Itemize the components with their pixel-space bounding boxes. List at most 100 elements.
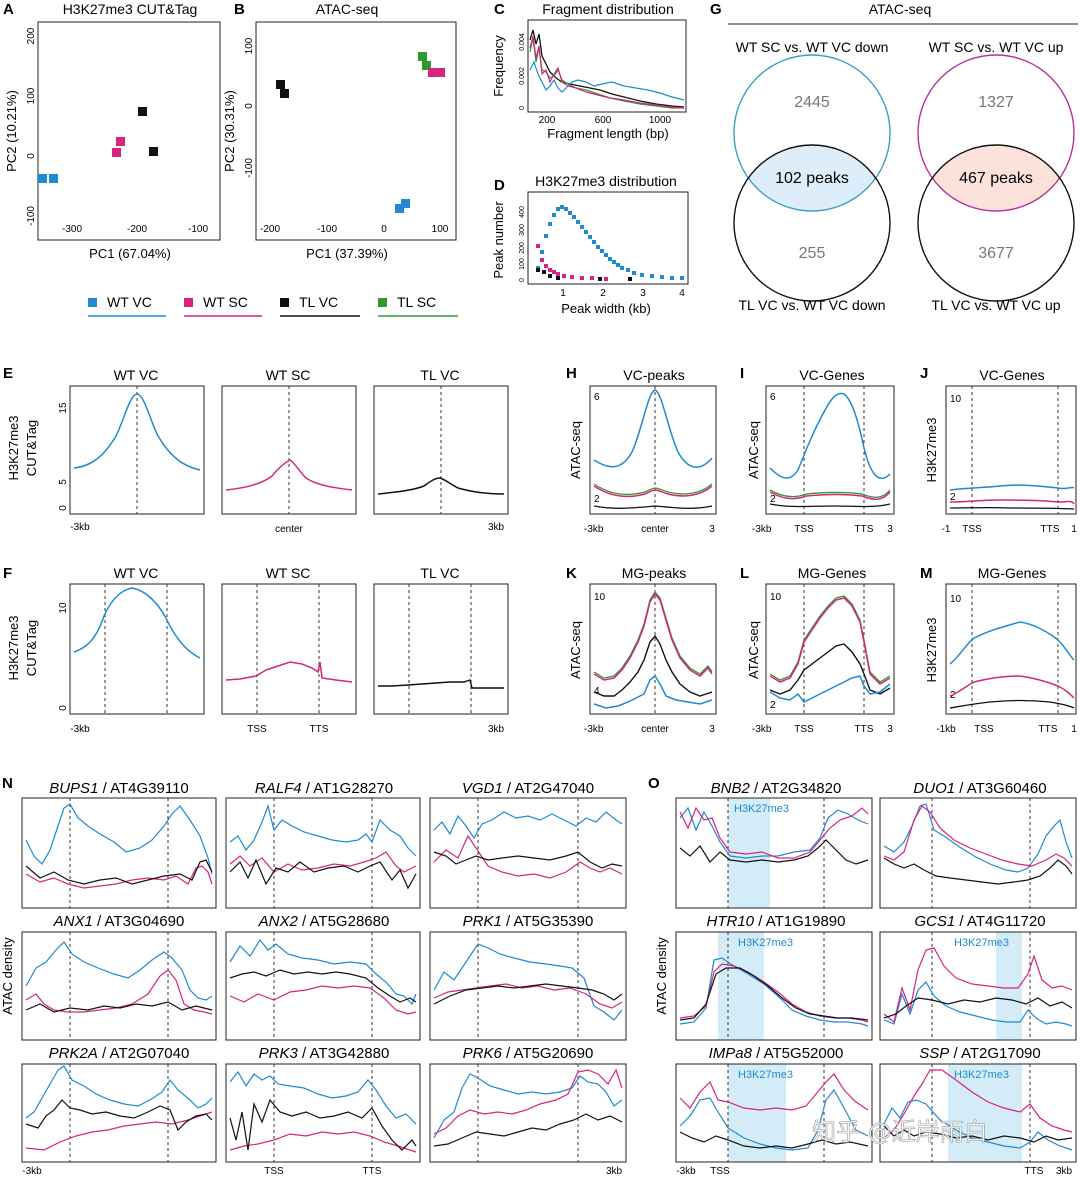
x-tick: -200 [260, 224, 280, 235]
x-tick: center [641, 724, 669, 735]
shade-label: H3K27me3 [734, 803, 789, 815]
scatter-point [428, 68, 437, 77]
x-tick: -100 [188, 224, 208, 235]
x-tick: 2 [600, 288, 606, 299]
panel-title: H3K27me3 distribution [535, 173, 677, 189]
venn-label: WT SC vs. WT VC up [929, 39, 1064, 55]
venn-count: 1327 [978, 94, 1014, 111]
panel-letter: C [494, 1, 505, 18]
x-tick: TTS [363, 1166, 382, 1177]
panel-i: I VC-Genes ATAC-seq 6 2 -3kb TSS TTS 3 [740, 365, 895, 535]
y-tick: 0 [519, 106, 526, 110]
gene-title: IMPa8 / AT5G52000 [709, 1045, 844, 1062]
shade-label: H3K27me3 [954, 937, 1009, 949]
venn-label: TL VC vs. WT VC down [738, 297, 885, 313]
panel-n: N ATAC density BUPS1 / AT4G39110 RALF4 /… [0, 775, 627, 1177]
subplot-title: VC-Genes [799, 367, 864, 383]
x-tick: TSS [247, 724, 267, 735]
x-tick: -3kb [70, 522, 90, 533]
panel-letter: H [566, 365, 577, 382]
y-axis-label: H3K27me3 [924, 617, 939, 682]
plot-frame [675, 797, 873, 909]
gene-title: ANX1 / AT3G04690 [53, 913, 185, 930]
venn-circle [733, 54, 891, 212]
x-tick: 3 [640, 288, 646, 299]
y-tick: 0.004 [519, 33, 526, 51]
panel-title: ATAC-seq [869, 1, 932, 17]
subplot-title: MG-Genes [978, 565, 1046, 581]
panel-letter: N [2, 775, 13, 792]
panel-b: B ATAC-seq 100 0 -100 -200 -100 0 100 PC… [222, 1, 457, 261]
series-line-wt-sc [769, 491, 891, 500]
y-tick: 0 [519, 278, 526, 282]
subplot-title: TL VC [420, 565, 459, 581]
y-tick: 100 [244, 37, 255, 54]
x-tick: TTS [855, 724, 874, 735]
scatter-point [436, 68, 445, 77]
scatter-point [418, 52, 427, 61]
panel-letter: L [740, 565, 749, 582]
legend: WT VC WT SC TL VC TL SC [88, 294, 458, 317]
plot-frame [675, 1063, 873, 1163]
shade-label: H3K27me3 [738, 1069, 793, 1081]
panel-letter: M [920, 565, 933, 582]
x-tick: -1kb [936, 724, 956, 735]
y-axis-label: H3K27me3 [924, 417, 939, 482]
panel-g: G ATAC-seq WT SC vs. WT VC down WT SC vs… [710, 1, 1078, 313]
venn-count: 2445 [794, 94, 830, 111]
series-line-tl-vc [949, 699, 1075, 709]
plot-frame [765, 583, 895, 715]
series-line-wt-vc [949, 621, 1075, 665]
venn-overlap-left [734, 145, 890, 211]
x-tick: 3 [709, 524, 715, 535]
plot-frame [945, 385, 1077, 515]
shade-label: H3K27me3 [954, 1069, 1009, 1081]
y-tick: 10 [950, 394, 962, 405]
subplot-title: WT VC [114, 565, 159, 581]
x-tick: 1000 [649, 115, 672, 126]
plot-frame [765, 385, 895, 515]
x-tick: center [275, 524, 303, 535]
series-line-tl-vc [378, 679, 504, 689]
plot-frame [21, 1063, 217, 1163]
x-tick: -1 [942, 524, 951, 535]
y-tick: 4 [594, 686, 600, 697]
scatter-point [276, 80, 285, 89]
plot-frame [527, 191, 689, 285]
x-tick: 3 [709, 724, 715, 735]
series-line-wt-sc [225, 661, 353, 683]
x-tick: TSS [974, 724, 994, 735]
x-axis-label: PC1 (67.04%) [89, 246, 171, 261]
plot-frame [37, 21, 221, 241]
panel-j: J VC-Genes H3K27me3 10 2 -1 TSS TTS 1 [920, 365, 1077, 535]
plot-frame [527, 19, 687, 113]
plot-frame [879, 931, 1077, 1041]
y-tick: 400 [519, 206, 526, 218]
legend-label: WT VC [107, 294, 152, 310]
gene-title: PRK2A / AT2G07040 [49, 1045, 190, 1062]
series-line-tl-vc [529, 29, 685, 108]
scatter-point [49, 174, 58, 183]
x-tick: 3kb [488, 724, 505, 735]
y-axis-label: ATAC density [654, 937, 669, 1015]
y-axis-label: Frequency [491, 35, 506, 97]
series-line-wt-vc [769, 392, 891, 480]
plot-frame [69, 583, 205, 715]
panel-e: E H3K27me3 CUT&Tag WT VC WT SC TL VC 15 … [3, 365, 509, 535]
x-tick: -300 [62, 224, 82, 235]
series-line-wt-sc [225, 459, 353, 491]
x-tick: -3kb [584, 524, 604, 535]
legend-label: WT SC [203, 294, 248, 310]
y-tick: 0 [58, 505, 69, 511]
y-tick: 0 [58, 705, 69, 711]
y-tick: 5 [58, 479, 69, 485]
plot-frame [255, 21, 457, 241]
panel-letter: B [234, 1, 245, 18]
x-tick: TSS [710, 1166, 730, 1177]
y-axis-label: ATAC-seq [746, 421, 761, 479]
legend-item-tl-sc: TL SC [378, 294, 458, 317]
subplot-title: MG-peaks [622, 565, 687, 581]
series-line-tl-sc [769, 489, 891, 498]
y-tick: 2 [594, 494, 600, 505]
x-tick: TSS [794, 724, 814, 735]
